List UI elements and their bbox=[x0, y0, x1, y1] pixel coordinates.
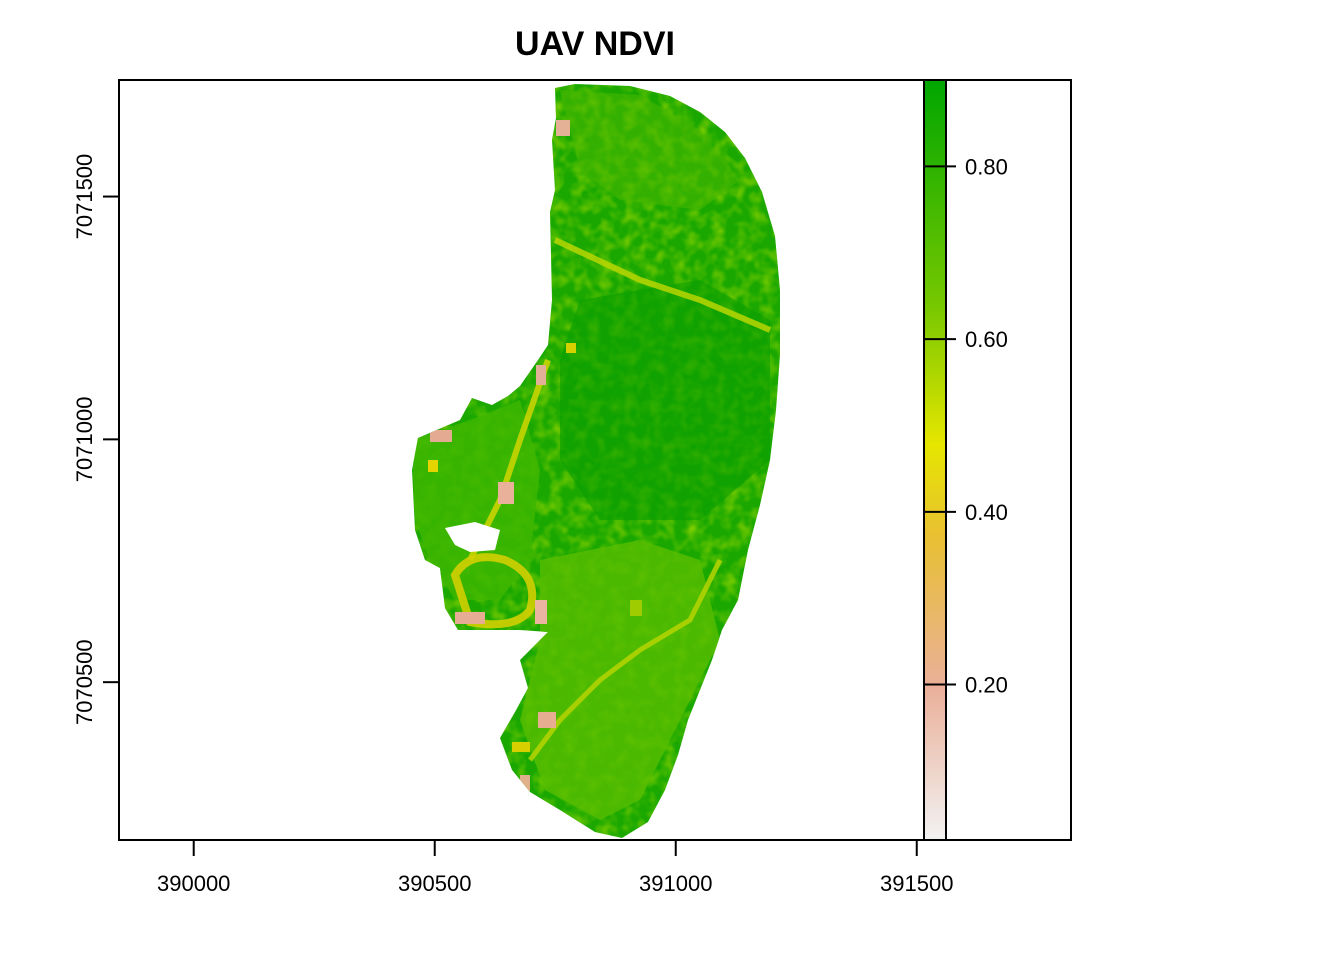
raster-bare-patch bbox=[430, 430, 452, 442]
legend-ticks: 0.20 0.40 0.60 0.80 bbox=[924, 154, 1008, 698]
legend: 0.20 0.40 0.60 0.80 bbox=[923, 79, 1008, 841]
y-tick-label: 7071500 bbox=[72, 154, 97, 240]
raster-patch-west-lobe bbox=[412, 400, 540, 600]
raster-yellow-patch bbox=[428, 460, 438, 472]
y-tick-label: 7071000 bbox=[72, 397, 97, 483]
legend-colorbar bbox=[923, 79, 947, 841]
raster-track-diagonal bbox=[553, 237, 772, 333]
ndvi-raster bbox=[412, 84, 780, 838]
raster-bare-patch bbox=[455, 612, 485, 624]
raster-bare-patch bbox=[536, 365, 546, 385]
x-axis: 390000 390500 391000 391500 bbox=[157, 839, 953, 896]
chart-title: UAV NDVI bbox=[515, 25, 675, 63]
raster-ring bbox=[450, 553, 537, 629]
raster-bare-patch bbox=[535, 600, 547, 624]
raster-yellow-patch bbox=[630, 600, 642, 616]
raster-yellow-patch bbox=[566, 343, 576, 353]
x-tick-label: 391000 bbox=[639, 871, 712, 896]
raster-patch-north bbox=[560, 90, 740, 210]
raster-bare-patch bbox=[498, 482, 514, 504]
raster-patch-south bbox=[520, 540, 720, 820]
y-axis: 7070500 7071000 7071500 bbox=[72, 154, 120, 725]
legend-tick-label: 0.40 bbox=[965, 500, 1008, 525]
legend-tick-label: 0.80 bbox=[965, 154, 1008, 179]
raster-patch-center-dark bbox=[560, 280, 770, 520]
x-tick-label: 390000 bbox=[157, 871, 230, 896]
x-tick-label: 390500 bbox=[398, 871, 471, 896]
x-tick-label: 391500 bbox=[880, 871, 953, 896]
y-tick-label: 7070500 bbox=[72, 639, 97, 725]
raster-bare-patch bbox=[520, 775, 530, 791]
raster-bare-patch bbox=[556, 120, 570, 136]
legend-tick-label: 0.60 bbox=[965, 327, 1008, 352]
raster-nodata-gap bbox=[445, 522, 500, 552]
raster-bare-patch bbox=[538, 712, 556, 728]
raster-yellow-patch bbox=[512, 742, 530, 752]
legend-tick-label: 0.20 bbox=[965, 673, 1008, 698]
